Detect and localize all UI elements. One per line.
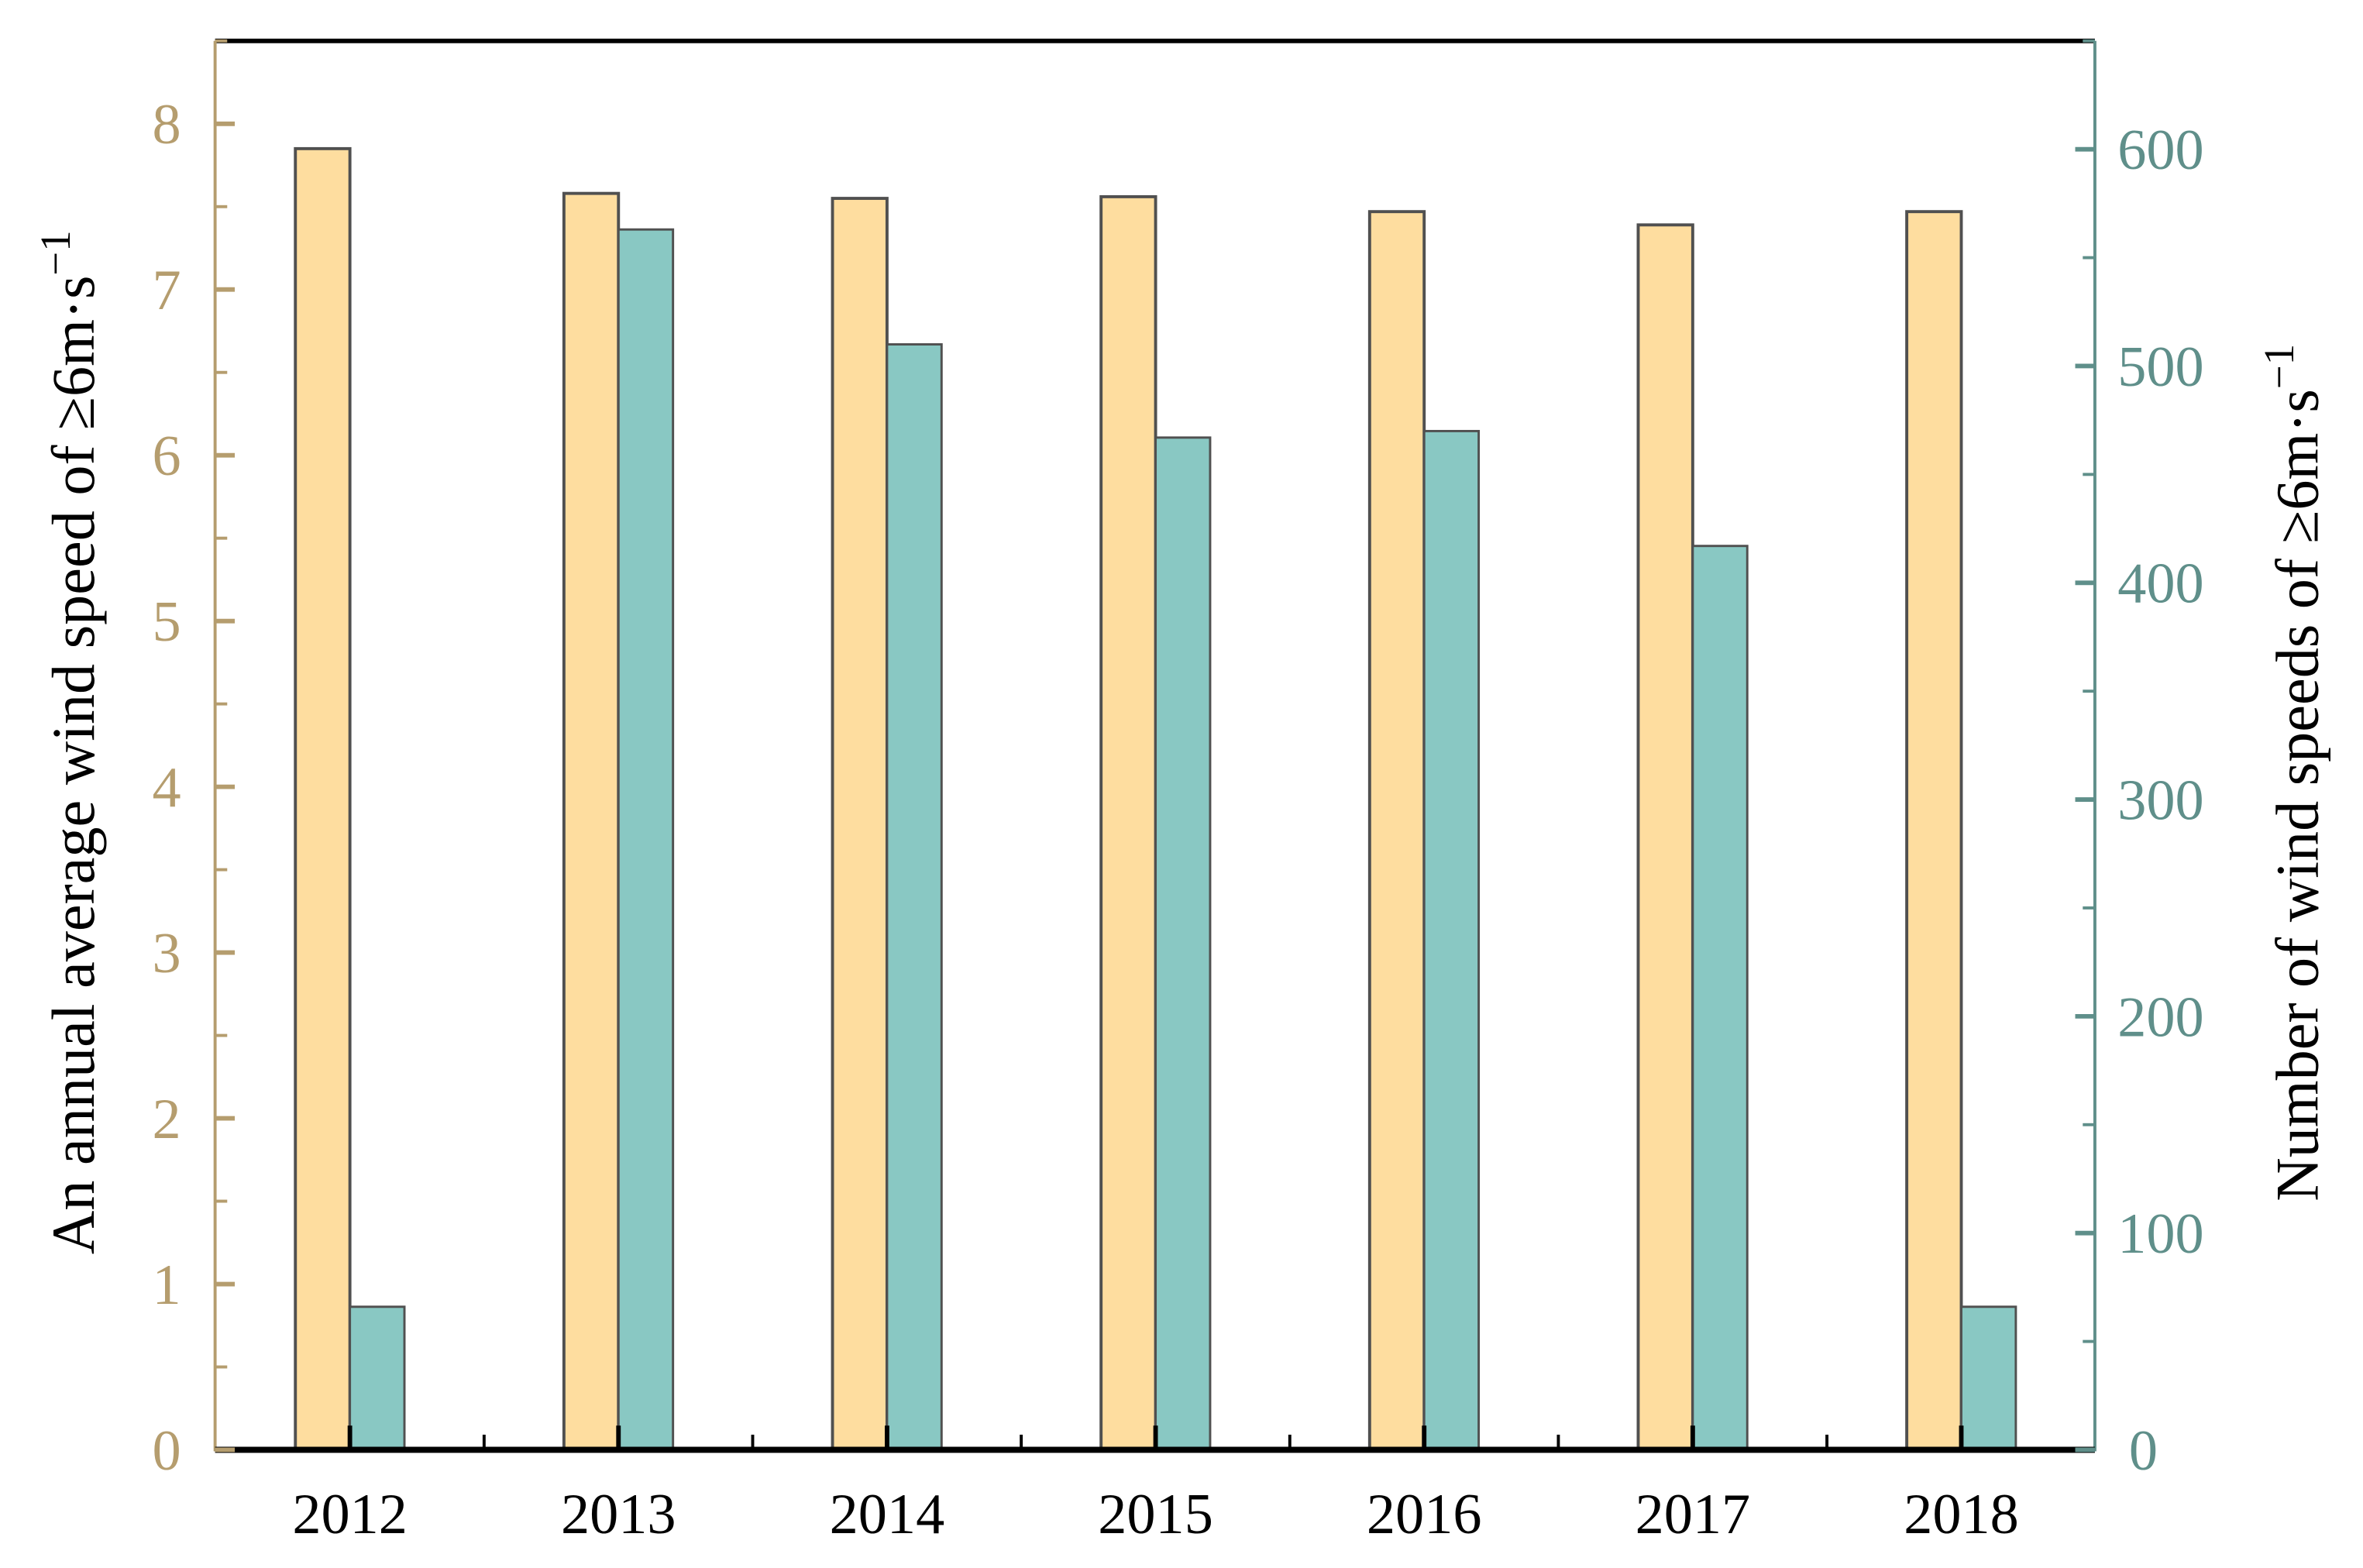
x-tick-label: 2013 [561, 1483, 676, 1546]
bar-wind-speed-2014 [831, 197, 889, 1452]
left-tick-label: 2 [152, 1088, 181, 1151]
right-axis-title-superscript: −1 [2255, 344, 2303, 389]
x-tick-label: 2018 [1904, 1483, 2019, 1546]
left-tick-label: 1 [152, 1253, 181, 1317]
bar-count-2014 [886, 343, 943, 1451]
left-tick-label: 5 [152, 590, 181, 654]
left-axis-title-superscript: −1 [32, 230, 79, 275]
bar-count-2016 [1422, 429, 1481, 1451]
bar-count-2013 [617, 228, 675, 1451]
x-tick-label: 2015 [1098, 1483, 1213, 1546]
right-tick-label: 600 [2117, 119, 2203, 182]
left-axis-title: An annual average wind speed of ≥6m·s−1 [32, 230, 107, 1254]
x-tick-label: 2016 [1367, 1483, 1482, 1546]
left-tick-label: 6 [152, 425, 181, 488]
bar-count-2015 [1154, 436, 1212, 1451]
right-tick-label: 300 [2117, 769, 2203, 832]
bar-count-2012 [349, 1305, 406, 1451]
bar-wind-speed-2013 [562, 191, 621, 1452]
x-tick-label: 2014 [830, 1483, 945, 1546]
x-tick-label: 2012 [292, 1483, 408, 1546]
left-tick-label: 8 [152, 93, 181, 156]
left-tick-label: 0 [152, 1419, 181, 1483]
bar-wind-speed-2017 [1636, 223, 1694, 1452]
x-tick-label: 2017 [1636, 1483, 1751, 1546]
bar-wind-speed-2015 [1099, 194, 1157, 1452]
right-axis-title: Number of wind speeds of ≥6m·s−1 [2255, 344, 2330, 1202]
bars-group [294, 146, 2017, 1452]
ticks-group: 2012 2013 2014 2015 2016 2017 2018 0 1 2 3 4 5 6 7 8 0 10… [152, 39, 2204, 1546]
bar-count-2017 [1691, 545, 1749, 1451]
right-tick-label: 400 [2117, 552, 2203, 616]
left-tick-label: 7 [152, 259, 181, 322]
right-tick-label: 500 [2117, 335, 2203, 399]
right-tick-label: 200 [2117, 985, 2203, 1049]
bar-count-2018 [1960, 1305, 2017, 1451]
left-tick-label: 3 [152, 922, 181, 985]
left-tick-label: 4 [152, 756, 181, 820]
right-tick-label: 0 [2129, 1419, 2158, 1483]
bar-wind-speed-2012 [294, 146, 352, 1452]
bar-wind-speed-2018 [1905, 210, 1963, 1452]
bar-wind-speed-2016 [1367, 210, 1426, 1452]
right-tick-label: 100 [2117, 1202, 2203, 1266]
